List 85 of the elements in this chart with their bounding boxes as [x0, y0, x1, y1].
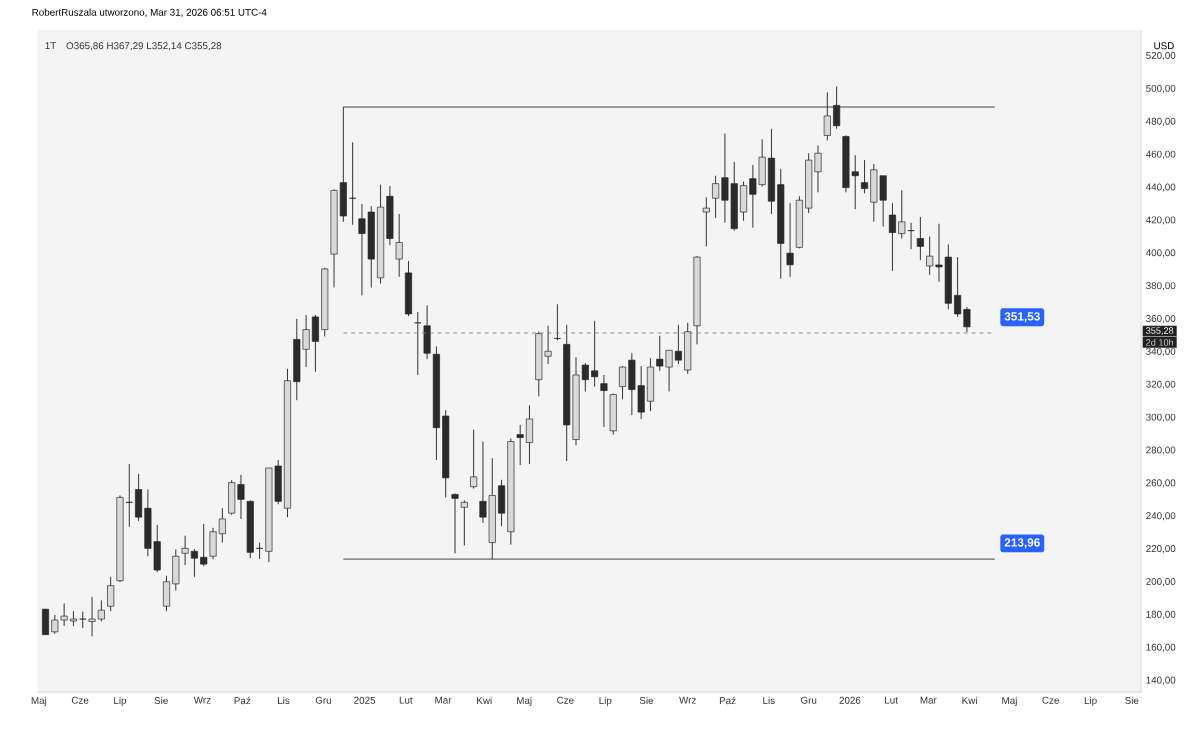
y-tick-label: 420,00	[1145, 216, 1176, 225]
y-tick-label: 260,00	[1146, 479, 1176, 488]
x-tick-label: Gru	[315, 696, 331, 704]
y-tick-label: 380,00	[1146, 282, 1176, 291]
candlestick	[97, 600, 105, 622]
candlestick	[451, 493, 459, 554]
x-tick-label: Maj	[517, 696, 532, 706]
y-tick-label: 340,00	[1146, 347, 1176, 356]
candlestick	[88, 596, 96, 637]
candlestick	[888, 202, 896, 272]
y-tick-label: 480,00	[1145, 117, 1176, 126]
candlestick	[861, 159, 869, 194]
x-tick-label: Lip	[114, 696, 127, 706]
annotation: O365,86 H367,29 L352,14 C355,28	[66, 42, 222, 51]
x-tick-label: Sie	[639, 696, 654, 705]
x-tick-label: Maj	[1002, 696, 1017, 706]
text: 1T	[45, 42, 56, 50]
candlestick	[525, 404, 533, 465]
x-tick-label: Wrz	[193, 696, 211, 704]
x-tick-label: Lis	[763, 696, 775, 705]
annotation: 351,53	[1004, 312, 1040, 323]
candlestick	[107, 576, 115, 612]
candlestick	[823, 91, 831, 141]
x-tick-label: Cze	[1042, 696, 1059, 704]
x-tick-label: 2025	[354, 696, 376, 704]
text: 2d 10h	[1146, 338, 1174, 346]
candlestick	[600, 374, 608, 428]
candlestick	[591, 320, 599, 388]
x-tick-label: Sie	[1125, 696, 1139, 705]
annotation: 213,96	[1004, 538, 1040, 549]
x-tick-label: Wrz	[679, 696, 696, 704]
x-tick-label: Mar	[920, 696, 937, 704]
x-tick-label: Sie	[154, 696, 168, 705]
candlestick	[395, 213, 403, 278]
y-tick-label: 500,00	[1146, 84, 1176, 93]
candlestick	[200, 523, 208, 567]
y-tick-label: 460,00	[1145, 150, 1176, 159]
y-tick-label: 140,00	[1146, 676, 1176, 685]
x-tick-label: Lut	[399, 696, 413, 704]
candlestick	[963, 306, 971, 333]
y-tick-label: 360,00	[1146, 315, 1176, 324]
candlestick	[190, 548, 198, 578]
x-tick-label: Kwi	[962, 696, 977, 704]
chart-title: RobertRuszala utworzono, Mar 31, 2026 06:51 UTC-4	[32, 8, 267, 17]
candlestick	[786, 202, 794, 278]
y-tick-label: 200,00	[1146, 578, 1176, 587]
y-tick-label: 320,00	[1146, 380, 1176, 389]
y-tick-label: 520,00	[1146, 52, 1176, 61]
candlestick	[181, 535, 189, 566]
candlestick	[470, 429, 478, 489]
x-tick-label: Gru	[801, 696, 817, 704]
candlestick	[79, 611, 87, 629]
text: 355,28	[1146, 327, 1174, 335]
y-axis-title: USD	[1154, 42, 1174, 50]
candlestick	[460, 499, 468, 547]
candlestick	[218, 507, 226, 544]
candlestick	[712, 175, 720, 219]
x-tick-label: Lis	[278, 696, 290, 705]
x-tick-label: Cze	[71, 696, 89, 704]
y-tick-label: 180,00	[1146, 610, 1176, 619]
y-tick-label: 160,00	[1146, 643, 1176, 652]
y-tick-label: 240,00	[1146, 512, 1176, 521]
candlestick	[954, 256, 962, 318]
candlestick	[702, 196, 710, 247]
candlestick	[916, 216, 924, 261]
y-tick-label: 280,00	[1146, 446, 1176, 455]
y-tick-label: 300,00	[1146, 413, 1176, 422]
candlestick	[237, 474, 245, 520]
x-tick-label: Lut	[885, 696, 898, 704]
candlestick	[898, 189, 906, 239]
y-tick-label: 440,00	[1145, 183, 1176, 192]
x-tick-label: Mar	[435, 696, 452, 704]
candlestick	[516, 424, 524, 466]
y-tick-label: 400,00	[1145, 249, 1176, 258]
x-tick-label: Lip	[1084, 696, 1097, 706]
x-tick-label: Kwi	[477, 696, 492, 704]
candlestick	[674, 324, 682, 365]
x-tick-label: 2026	[839, 696, 861, 704]
x-tick-label: Paź	[719, 696, 736, 705]
candlestick	[619, 365, 627, 400]
x-tick-label: Paź	[234, 696, 251, 705]
y-tick-label: 220,00	[1146, 545, 1176, 554]
x-tick-label: Lip	[599, 696, 612, 706]
x-tick-label: Maj	[31, 696, 47, 706]
x-tick-label: Cze	[557, 696, 574, 704]
